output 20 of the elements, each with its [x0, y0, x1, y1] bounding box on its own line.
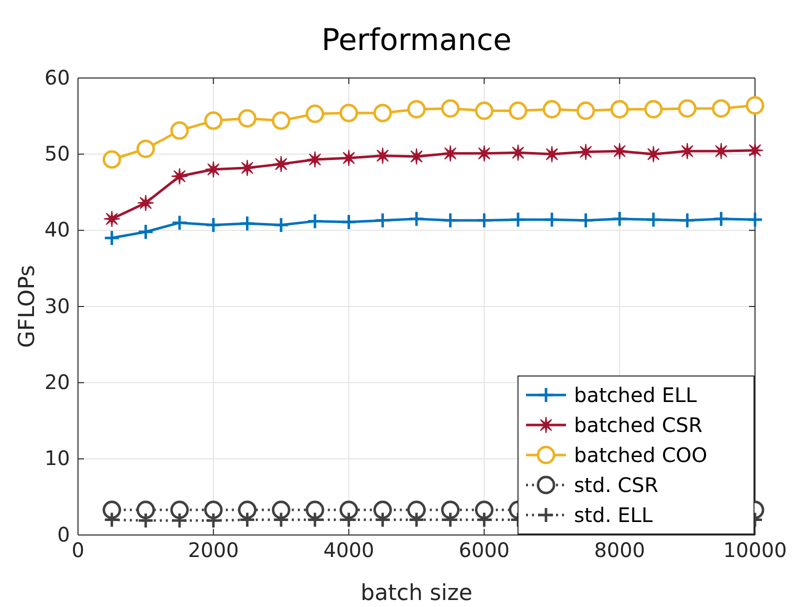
y-tick-label: 30: [44, 294, 70, 318]
x-tick-label: 4000: [323, 538, 374, 562]
legend-label: batched COO: [574, 443, 708, 467]
x-axis-title: batch size: [360, 581, 472, 606]
y-tick-label: 10: [44, 446, 70, 470]
legend-label: batched ELL: [574, 383, 698, 407]
y-tick-label: 50: [44, 142, 70, 166]
y-tick-label: 20: [44, 370, 70, 394]
x-tick-label: 8000: [594, 538, 646, 562]
x-tick-label: 6000: [458, 538, 510, 562]
legend-label: std. CSR: [574, 473, 658, 497]
y-axis-title: GFLOPs: [15, 265, 40, 348]
x-tick-label: 10000: [723, 538, 787, 562]
y-tick-label: 40: [44, 218, 70, 242]
legend-label: std. ELL: [574, 503, 654, 527]
y-tick-label: 60: [44, 65, 70, 90]
y-tick-label: 0: [57, 522, 70, 546]
x-tick-label: 2000: [188, 538, 239, 562]
legend-label: batched CSR: [574, 413, 702, 437]
chart-title: Performance: [321, 23, 512, 58]
